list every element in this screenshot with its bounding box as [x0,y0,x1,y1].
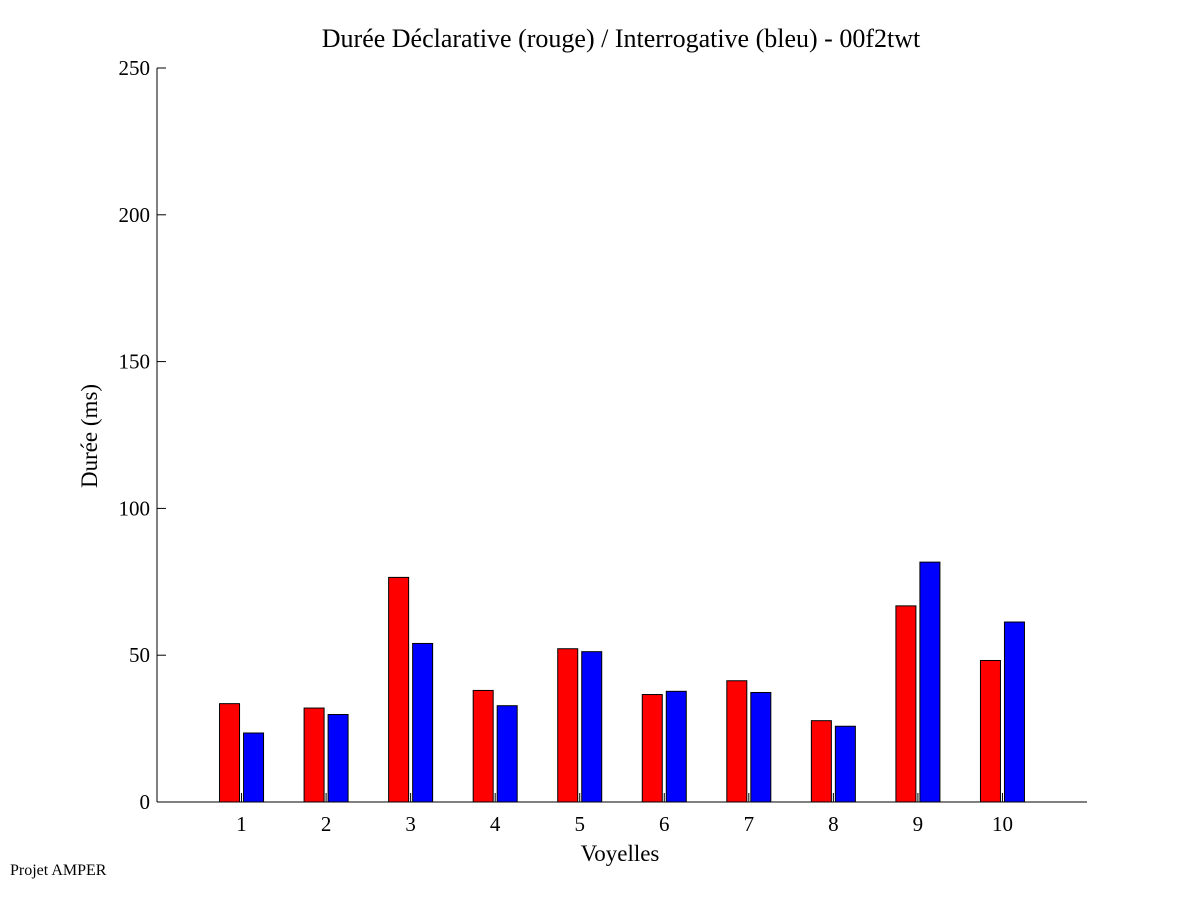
bar-series1-voyelle-9 [895,605,917,803]
bar-series1-voyelle-5 [557,648,579,803]
bar-series2-voyelle-3 [412,642,434,803]
bar-series1-voyelle-3 [388,576,410,803]
bar-series1-voyelle-7 [726,680,748,803]
x-tick-label: 8 [828,812,839,836]
axes-group [156,68,1087,803]
bar-series1-voyelle-2 [303,707,325,803]
x-tick-label: 7 [744,812,755,836]
bar-series2-voyelle-10 [1003,621,1025,803]
chart-title: Durée Déclarative (rouge) / Interrogativ… [322,24,921,53]
y-tick-label: 200 [119,203,151,227]
bar-series2-voyelle-9 [919,561,941,803]
x-tick-label: 5 [574,812,585,836]
bar-series2-voyelle-5 [581,651,603,803]
bar-series2-voyelle-7 [750,691,772,803]
bar-series1-voyelle-1 [219,703,241,803]
x-tick-label: 4 [490,812,501,836]
x-tick-label: 9 [913,812,924,836]
bar-series2-voyelle-8 [834,725,856,803]
x-tick-label: 6 [659,812,670,836]
y-tick-label: 50 [129,643,150,667]
y-tick-label: 100 [119,496,151,520]
bar-series2-voyelle-4 [496,705,518,803]
y-tick-label: 150 [119,350,151,374]
bar-series1-voyelle-6 [641,694,663,803]
ticks-group: 0 50 100 150 200 250 1 2 3 4 5 6 7 8 9 10 [119,56,1013,836]
x-tick-label: 10 [992,812,1013,836]
bar-series2-voyelle-6 [665,690,687,803]
y-tick-label: 0 [140,790,151,814]
bar-series2-voyelle-1 [243,732,265,803]
x-tick-label: 1 [236,812,247,836]
bar-series1-voyelle-8 [810,720,832,803]
bars-group [219,561,1025,803]
bar-series1-voyelle-10 [979,659,1001,803]
x-tick-label: 2 [321,812,332,836]
bar-series2-voyelle-2 [327,714,349,803]
y-tick-label: 250 [119,56,151,80]
x-tick-label: 3 [405,812,416,836]
footer-credit: Projet AMPER [10,862,107,879]
x-axis-label: Voyelles [581,841,660,866]
bar-series1-voyelle-4 [472,689,494,803]
y-axis-label: Durée (ms) [77,384,102,488]
